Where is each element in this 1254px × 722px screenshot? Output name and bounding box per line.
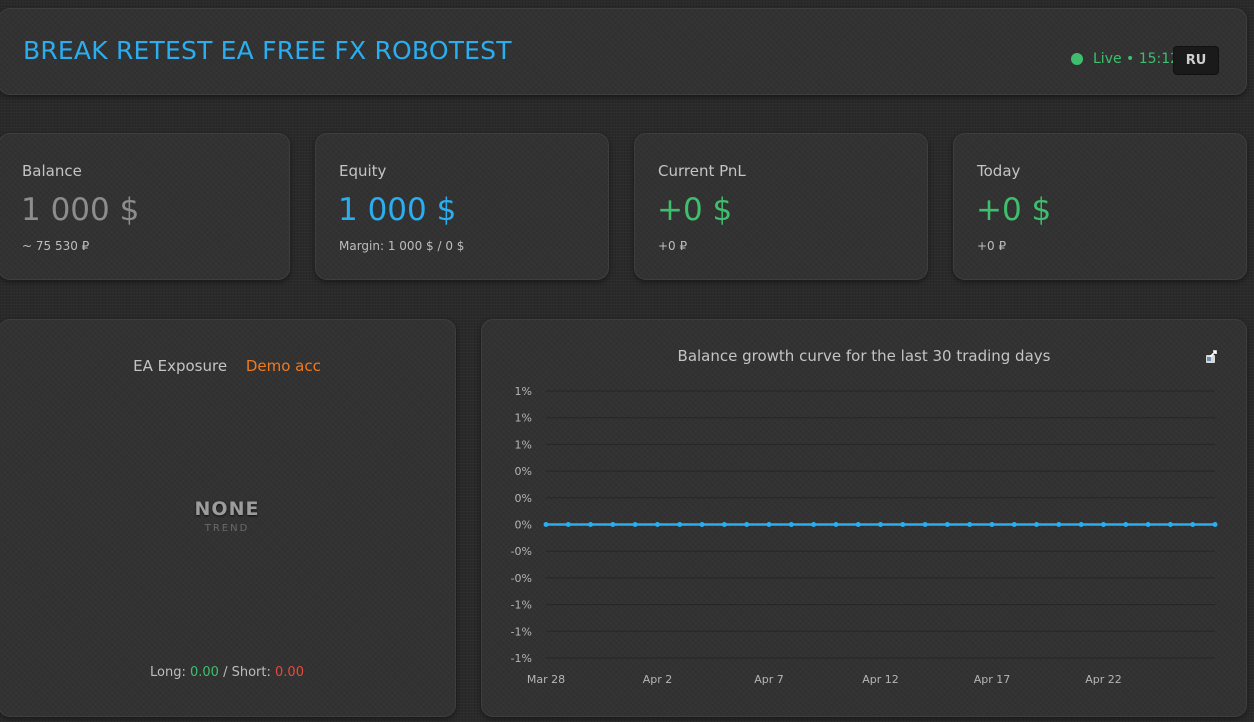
exposure-header: EA Exposure Demo acc: [0, 357, 455, 375]
short-value: 0.00: [275, 665, 304, 680]
today-label: Today: [977, 162, 1021, 180]
equity-label: Equity: [339, 162, 387, 180]
balance-data-point: [721, 522, 727, 527]
balance-data-point: [1123, 522, 1129, 527]
y-tick-label: -1%: [511, 625, 532, 638]
header-bar: BREAK RETEST EA FREE FX ROBOTEST Live • …: [0, 8, 1247, 95]
y-tick-label: -0%: [511, 545, 532, 558]
balance-label: Balance: [22, 162, 82, 180]
balance-data-point: [655, 522, 660, 527]
balance-data-point: [788, 522, 794, 527]
exposure-title: EA Exposure: [133, 357, 228, 375]
trend-value: NONE: [194, 498, 260, 520]
balance-data-point: [565, 522, 571, 527]
balance-chart: 1% 1% 1% 0% 0% 0% -0% -0% -1% -1% -1% Mar 28 Apr 2 Ap…: [511, 385, 1218, 686]
x-tick-label: Mar 28: [527, 673, 565, 686]
balance-data-point: [811, 522, 817, 527]
live-status: Live • 15:12: [1071, 51, 1179, 67]
equity-value: 1 000 $: [338, 192, 457, 228]
today-value: +0 $: [976, 192, 1052, 228]
y-tick-label: 1%: [515, 385, 532, 398]
balance-data-point: [1101, 522, 1106, 527]
y-tick-label: 0%: [515, 492, 532, 505]
x-tick-label: Apr 17: [974, 673, 1011, 686]
x-tick-label: Apr 12: [862, 673, 899, 686]
balance-data-point: [766, 522, 772, 527]
pnl-value: +0 $: [657, 192, 733, 228]
balance-sub: ~ 75 530 ₽: [22, 239, 90, 253]
x-tick-label: Apr 2: [643, 673, 673, 686]
y-tick-label: 1%: [515, 412, 532, 425]
long-value: 0.00: [190, 665, 219, 680]
balance-data-point: [944, 522, 950, 527]
live-status-text: Live • 15:12: [1093, 51, 1180, 67]
x-tick-label: Apr 7: [754, 673, 784, 686]
balance-data-point: [1078, 522, 1084, 527]
balance-data-point: [1190, 522, 1196, 527]
y-tick-label: 0%: [515, 519, 532, 532]
balance-data-point: [989, 522, 995, 527]
equity-sub: Margin: 1 000 $ / 0 $: [339, 239, 465, 253]
pnl-sub: +0 ₽: [658, 239, 688, 253]
export-icon[interactable]: [1203, 348, 1219, 364]
balance-data-point: [1212, 522, 1218, 527]
balance-data-point: [1011, 522, 1017, 527]
balance-data-point: [878, 522, 883, 527]
live-status-dot-icon: [1071, 53, 1083, 65]
trend-indicator: NONE TREND: [0, 498, 455, 534]
balance-data-point: [699, 522, 705, 527]
trend-label: TREND: [204, 523, 250, 534]
y-tick-label: 1%: [515, 438, 532, 451]
balance-data-point: [632, 522, 638, 527]
balance-data-point: [833, 522, 839, 527]
balance-data-point: [1167, 522, 1173, 527]
balance-data-point: [855, 522, 861, 527]
long-label: Long:: [150, 665, 186, 680]
pnl-label: Current PnL: [658, 162, 746, 180]
account-type-badge: Demo acc: [245, 357, 321, 375]
y-tick-label: -1%: [511, 652, 532, 665]
exposure-panel: EA Exposure Demo acc NONE TREND Long: 0.…: [0, 319, 456, 717]
today-card: Today +0 $ +0 ₽: [953, 133, 1247, 280]
balance-data-point: [900, 522, 906, 527]
x-tick-label: Apr 22: [1085, 673, 1122, 686]
balance-data-point: [744, 522, 750, 527]
balance-value: 1 000 $: [21, 192, 140, 228]
chart-title: Balance growth curve for the last 30 tra…: [677, 347, 1051, 365]
balance-data-point: [588, 522, 594, 527]
y-tick-label: 0%: [515, 465, 532, 478]
balance-data-point: [677, 522, 683, 527]
short-label: / Short:: [223, 665, 271, 680]
equity-card: Equity 1 000 $ Margin: 1 000 $ / 0 $: [315, 133, 609, 280]
y-tick-label: -0%: [511, 572, 532, 585]
language-button[interactable]: RU: [1173, 46, 1219, 75]
balance-data-point: [543, 522, 549, 527]
page-title: BREAK RETEST EA FREE FX ROBOTEST: [23, 36, 512, 65]
pnl-card: Current PnL +0 $ +0 ₽: [634, 133, 928, 280]
balance-data-point: [922, 522, 928, 527]
balance-chart-panel: 1% 1% 1% 0% 0% 0% -0% -0% -1% -1% -1% Mar 28 Apr 2 Ap…: [481, 319, 1247, 717]
balance-data-point: [610, 522, 616, 527]
balance-data-point: [1145, 522, 1151, 527]
balance-data-point: [1056, 522, 1062, 527]
balance-data-point: [967, 522, 973, 527]
today-sub: +0 ₽: [977, 239, 1007, 253]
y-tick-label: -1%: [511, 599, 532, 612]
long-short-summary: Long: 0.00 / Short: 0.00: [0, 665, 455, 680]
balance-data-point: [1034, 522, 1040, 527]
balance-card: Balance 1 000 $ ~ 75 530 ₽: [0, 133, 290, 280]
